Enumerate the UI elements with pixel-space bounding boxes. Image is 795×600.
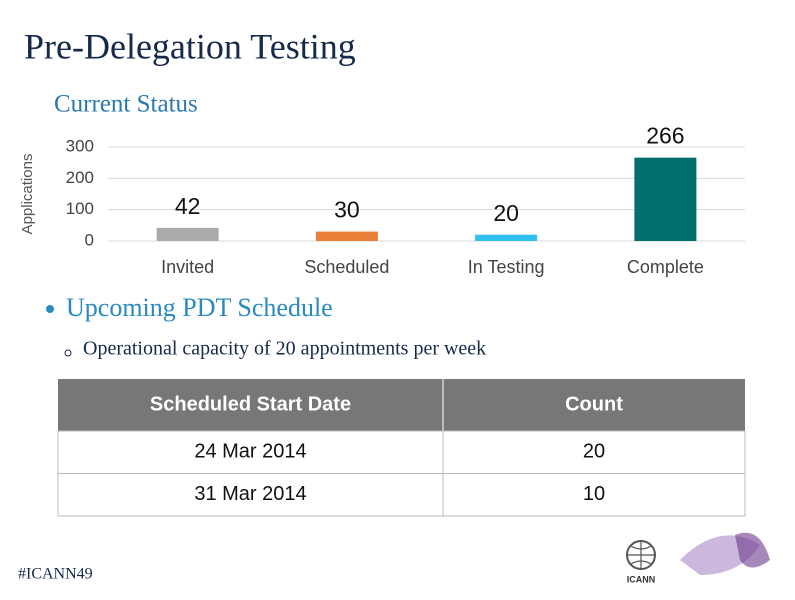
y-tick-label: 100 [66, 199, 94, 218]
table-header-cell: Scheduled Start Date [150, 393, 351, 415]
logo-globe-lines [627, 541, 655, 569]
y-axis-label: Applications [19, 154, 36, 235]
table-header-cell: Count [565, 393, 623, 415]
table-header-bg [58, 379, 745, 431]
data-label: 20 [493, 200, 519, 226]
hashtag: #ICANN49 [18, 566, 93, 583]
y-tick-label: 0 [85, 230, 94, 249]
logo-decoration [735, 532, 770, 568]
section-title: Current Status [54, 91, 198, 118]
bullet-dot [46, 305, 54, 313]
chart: 0 100 200 300 Invited 42 Scheduled 30 In Testing… [66, 123, 745, 277]
x-tick-label: Complete [627, 257, 704, 277]
y-tick-label: 200 [66, 168, 94, 187]
table-cell: 24 Mar 2014 [194, 441, 306, 463]
table-row [57, 473, 746, 517]
sub-bullet: Operational capacity of 20 appointments … [83, 338, 486, 360]
data-label: 266 [646, 123, 684, 149]
table: Scheduled Start Date Count 24 Mar 2014 20 31… [57, 379, 746, 517]
slide-title: Pre-Delegation Testing [24, 26, 356, 66]
x-tick-label: In Testing [468, 257, 545, 277]
y-tick-label: 300 [66, 136, 94, 155]
bar [634, 157, 697, 241]
data-label: 30 [334, 197, 360, 223]
bar [156, 227, 219, 241]
table-cell: 10 [583, 483, 605, 505]
x-tick-label: Scheduled [304, 257, 389, 277]
bar [315, 231, 378, 241]
data-label: 42 [175, 193, 201, 219]
x-tick-label: Invited [161, 257, 214, 277]
bullet: Upcoming PDT Schedule [66, 293, 333, 322]
table-cell: 31 Mar 2014 [194, 483, 306, 505]
table-row [57, 430, 746, 474]
logo-text: ICANN [627, 574, 656, 584]
sub-bullet-dot [64, 349, 72, 357]
bar [475, 234, 538, 241]
table-cell: 20 [583, 441, 605, 463]
